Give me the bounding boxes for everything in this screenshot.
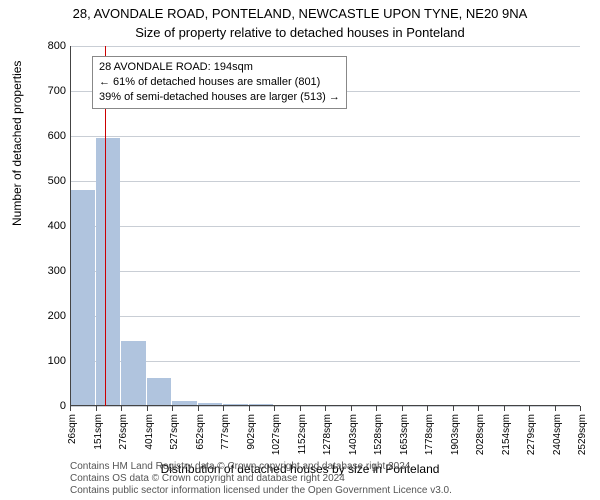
info-line-1: 28 AVONDALE ROAD: 194sqm — [99, 60, 340, 75]
x-tick-mark — [504, 406, 505, 411]
x-tick-mark — [453, 406, 454, 411]
y-tick-label: 100 — [48, 355, 66, 367]
x-tick-mark — [376, 406, 377, 411]
x-tick-label: 1778sqm — [424, 414, 435, 455]
x-tick-mark — [402, 406, 403, 411]
x-tick-mark — [300, 406, 301, 411]
x-tick-mark — [96, 406, 97, 411]
x-tick-mark — [70, 406, 71, 411]
x-tick-label: 652sqm — [195, 414, 206, 450]
histogram-bar — [96, 138, 121, 406]
footer: Contains HM Land Registry data © Crown c… — [70, 461, 452, 497]
x-tick-label: 1528sqm — [373, 414, 384, 455]
y-tick-label: 500 — [48, 175, 66, 187]
histogram-bar — [70, 190, 95, 406]
x-tick-label: 902sqm — [246, 414, 257, 450]
footer-line-3: Contains public sector information licen… — [70, 485, 452, 497]
footer-line-2: Contains OS data © Crown copyright and d… — [70, 473, 452, 485]
grid-line — [70, 226, 580, 227]
x-tick-label: 1152sqm — [297, 414, 308, 454]
x-tick-label: 151sqm — [93, 414, 104, 450]
x-tick-mark — [580, 406, 581, 411]
x-tick-mark — [555, 406, 556, 411]
x-tick-label: 276sqm — [118, 414, 129, 450]
grid-line — [70, 271, 580, 272]
x-tick-mark — [198, 406, 199, 411]
y-tick-label: 200 — [48, 310, 66, 322]
x-tick-label: 1278sqm — [322, 414, 333, 455]
x-tick-label: 401sqm — [144, 414, 155, 450]
y-tick-label: 600 — [48, 130, 66, 142]
x-tick-label: 2028sqm — [475, 414, 486, 455]
chart-subtitle: Size of property relative to detached ho… — [0, 23, 600, 40]
x-tick-mark — [147, 406, 148, 411]
x-tick-mark — [274, 406, 275, 411]
x-tick-mark — [325, 406, 326, 411]
x-tick-label: 2154sqm — [501, 414, 512, 455]
x-tick-label: 2279sqm — [526, 414, 537, 455]
footer-line-1: Contains HM Land Registry data © Crown c… — [70, 461, 452, 473]
y-tick-label: 0 — [60, 400, 66, 412]
x-tick-mark — [121, 406, 122, 411]
grid-line — [70, 361, 580, 362]
x-tick-label: 777sqm — [220, 414, 231, 450]
y-tick-label: 800 — [48, 40, 66, 52]
y-tick-label: 400 — [48, 220, 66, 232]
histogram-bar — [147, 378, 172, 406]
grid-line — [70, 181, 580, 182]
grid-line — [70, 316, 580, 317]
info-line-2: ← 61% of detached houses are smaller (80… — [99, 75, 340, 90]
chart-title: 28, AVONDALE ROAD, PONTELAND, NEWCASTLE … — [0, 0, 600, 23]
y-tick-label: 700 — [48, 85, 66, 97]
y-tick-label: 300 — [48, 265, 66, 277]
grid-line — [70, 46, 580, 47]
x-tick-label: 1027sqm — [271, 414, 282, 455]
x-tick-label: 1903sqm — [450, 414, 461, 455]
x-tick-mark — [529, 406, 530, 411]
grid-line — [70, 136, 580, 137]
histogram-bar — [121, 341, 146, 406]
y-axis-label: Number of detached properties — [10, 61, 24, 226]
x-tick-mark — [249, 406, 250, 411]
x-tick-label: 26sqm — [67, 414, 78, 444]
x-tick-label: 2404sqm — [552, 414, 563, 455]
x-tick-label: 1403sqm — [348, 414, 359, 455]
x-tick-mark — [478, 406, 479, 411]
y-axis-line — [70, 46, 71, 406]
x-tick-mark — [223, 406, 224, 411]
x-tick-label: 527sqm — [169, 414, 180, 450]
x-tick-mark — [351, 406, 352, 411]
x-tick-label: 2529sqm — [577, 414, 588, 455]
x-tick-mark — [172, 406, 173, 411]
x-tick-label: 1653sqm — [399, 414, 410, 455]
info-box: 28 AVONDALE ROAD: 194sqm ← 61% of detach… — [92, 56, 347, 109]
info-line-3: 39% of semi-detached houses are larger (… — [99, 90, 340, 105]
x-tick-mark — [427, 406, 428, 411]
